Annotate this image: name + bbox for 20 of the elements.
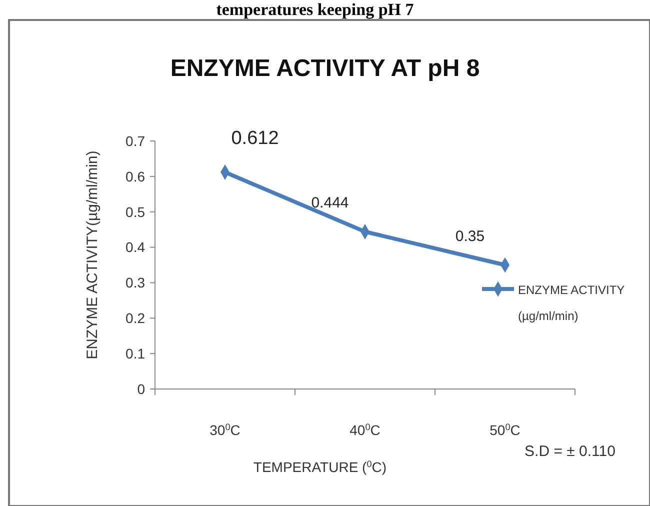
text: temperatures keeping pH 7: [216, 0, 414, 19]
data-label: 0.35: [455, 228, 485, 245]
x-tick-label: 40$^{0}$C: [350, 422, 380, 438]
legend-label: ENZYME ACTIVITY (µg/ml/min): [518, 283, 625, 323]
text: S.D = ± 0.110: [524, 443, 616, 460]
chart-title: ENZYME ACTIVITY AT pH 8: [170, 55, 480, 82]
data-label: 0.444: [311, 194, 349, 212]
y-tick-label: 0.5: [126, 204, 146, 220]
data-label: 0.612: [231, 128, 279, 150]
x-tick-label: 50$^{0}$C: [490, 422, 520, 438]
y-tick-label: 0.3: [126, 274, 146, 291]
y-tick-label: 0.2: [126, 310, 146, 326]
y-tick-label: 0.6: [126, 168, 146, 184]
x-axis-title: TEMPERATURE ($^{0}$C): [253, 459, 387, 475]
y-tick-label: 0.1: [126, 345, 146, 362]
y-tick-label: 0.4: [126, 239, 146, 256]
y-tick-label: 0: [137, 380, 146, 397]
y-tick-label: 0.7: [126, 132, 146, 149]
x-tick-label: 30$^{0}$C: [210, 422, 240, 438]
y-axis-title: ENZYME ACTIVITY(µg/ml/min): [84, 150, 101, 360]
